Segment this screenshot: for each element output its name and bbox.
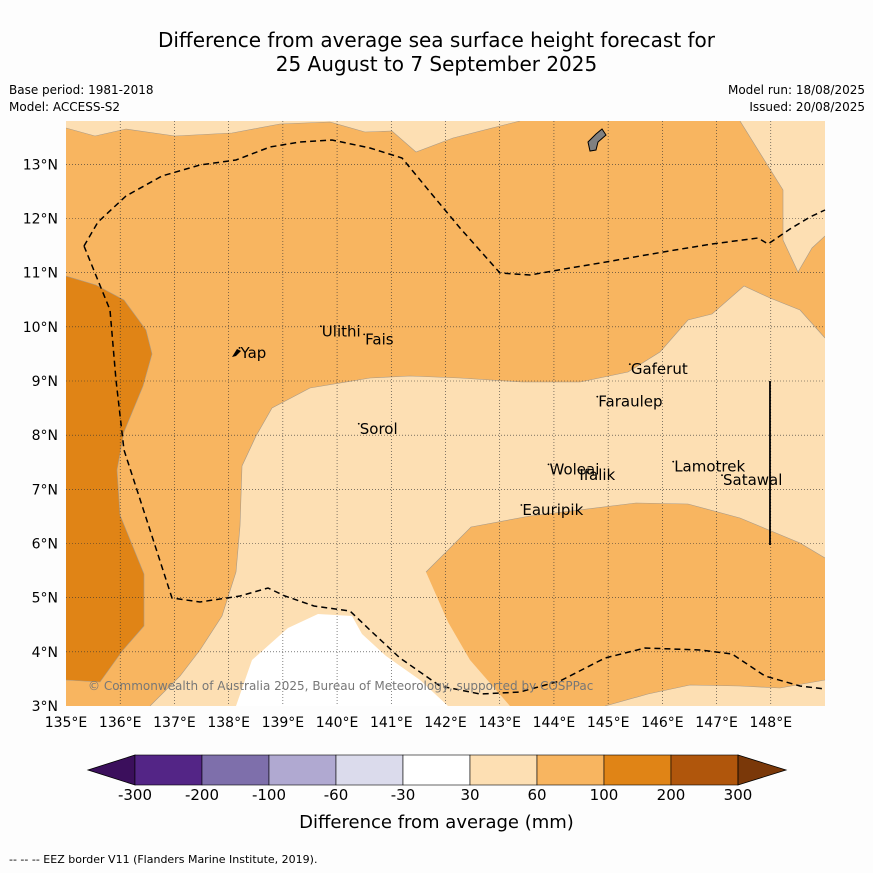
island-dot (363, 333, 366, 336)
lon-tick-label: 143°E (478, 715, 521, 731)
title-line-2: 25 August to 7 September 2025 (275, 52, 598, 76)
colorbar-segment (536, 754, 605, 786)
lon-tick-label: 137°E (153, 715, 196, 731)
lon-tick-label: 144°E (533, 715, 576, 731)
islands (232, 128, 607, 357)
colorbar-segment (603, 754, 672, 786)
lat-tick-label: 5°N (32, 591, 58, 607)
place-label: Ifalik (579, 466, 615, 484)
fill-60-100-southeast (426, 503, 825, 706)
colorbar-extend-high (737, 754, 788, 786)
lon-tick-label: 136°E (99, 715, 142, 731)
island-dot (628, 363, 631, 366)
colorbar-segment (335, 754, 404, 786)
place-label: Faraulep (598, 393, 662, 411)
colorbar-tick-label: -100 (251, 786, 287, 804)
lat-tick-label: 13°N (23, 157, 58, 173)
lat-tick-label: 11°N (23, 266, 58, 282)
lon-tick-label: 141°E (370, 715, 413, 731)
lat-tick-label: 4°N (32, 645, 58, 661)
place-label: Lamotrek (674, 458, 745, 476)
lat-tick-label: 10°N (23, 320, 58, 336)
island-dot (596, 395, 599, 398)
fill-60-100-north (66, 121, 825, 706)
colorbar (86, 754, 788, 786)
colorbar-segment (670, 754, 739, 786)
lat-tick-label: 9°N (32, 374, 58, 390)
place-label: Eauripik (522, 501, 583, 519)
lat-tick-label: 3°N (32, 699, 58, 715)
colorbar-extend-low (86, 754, 136, 786)
island-dot (238, 347, 241, 349)
island-dot (520, 504, 523, 506)
contour-line-mid (149, 121, 825, 706)
eez-legend-note: -- -- -- EEZ border V11 (Flanders Marine… (9, 853, 318, 866)
chart-title: Difference from average sea surface heig… (0, 28, 873, 76)
place-label: Satawal (723, 471, 782, 489)
copyright-text: © Commonwealth of Australia 2025, Bureau… (88, 679, 593, 693)
model-name: Model: ACCESS-S2 (9, 100, 121, 114)
island-dot (547, 463, 550, 466)
meta-left: Base period: 1981-2018 Model: ACCESS-S2 (9, 82, 154, 116)
colorbar-tick-label: 30 (460, 786, 480, 804)
colorbar-tick-label: -30 (390, 786, 416, 804)
guam-island-icon (587, 128, 607, 152)
place-label: Ulithi (322, 322, 361, 340)
lat-tick-label: 8°N (32, 428, 58, 444)
place-label: Woleai (550, 460, 600, 478)
lon-tick-label: 142°E (424, 715, 467, 731)
colorbar-tick-label: 200 (656, 786, 686, 804)
lon-tick-label: 148°E (749, 715, 792, 731)
island-dot (721, 474, 723, 477)
lon-tick-label: 138°E (207, 715, 250, 731)
issued-date: Issued: 20/08/2025 (749, 100, 865, 114)
place-label: Sorol (360, 420, 398, 438)
colorbar-tick-label: -60 (323, 786, 349, 804)
contour-line-north (66, 121, 521, 153)
island-dot (357, 422, 360, 425)
base-period: Base period: 1981-2018 (9, 83, 154, 97)
lon-tick-label: 140°E (316, 715, 359, 731)
meta-right: Model run: 18/08/2025 Issued: 20/08/2025 (728, 82, 865, 116)
lat-tick-label: 6°N (32, 537, 58, 553)
colorbar-tick-label: 300 (723, 786, 753, 804)
lon-tick-label: 135°E (45, 715, 88, 731)
fill-minus30-30-south (236, 614, 448, 706)
eez-border-line (83, 139, 826, 695)
lon-tick-label: 139°E (262, 715, 305, 731)
colorbar-segment (134, 754, 203, 786)
colorbar-tick-label: -200 (184, 786, 220, 804)
colorbar-segment (402, 754, 471, 786)
colorbar-tick-label: 100 (589, 786, 619, 804)
lat-tick-label: 7°N (32, 482, 58, 498)
colorbar-tick-label: -300 (117, 786, 153, 804)
island-dot (319, 325, 322, 328)
island-dot (577, 468, 580, 471)
place-labels: Yap Ulithi Fais Gaferut Faraulep Sorol WoleaiI… (238, 322, 782, 519)
colorbar-title: Difference from average (mm) (299, 812, 574, 833)
lon-tick-label: 146°E (641, 715, 684, 731)
gridlines (66, 121, 825, 706)
lon-tick-label: 147°E (695, 715, 738, 731)
island-dot (672, 460, 675, 463)
place-label: Fais (365, 330, 394, 348)
colorbar-segment (469, 754, 538, 786)
fill-100-200-west (66, 276, 152, 682)
axis-labels: 13°N 12°N 11°N 10°N 9°N 8°N 7°N 6°N 5°N 4°N 3°N135… (23, 157, 792, 731)
place-label: Gaferut (631, 360, 688, 378)
lat-tick-label: 12°N (23, 212, 58, 228)
title-line-1: Difference from average sea surface heig… (157, 28, 716, 52)
colorbar-segment (268, 754, 337, 786)
place-label: Yap (239, 344, 266, 362)
lon-tick-label: 145°E (587, 715, 630, 731)
model-run: Model run: 18/08/2025 (727, 83, 865, 97)
contour-line-southeast (425, 502, 825, 706)
colorbar-tick-label: 60 (527, 786, 547, 804)
colorbar-segment (201, 754, 270, 786)
yap-island-icon (232, 349, 241, 357)
